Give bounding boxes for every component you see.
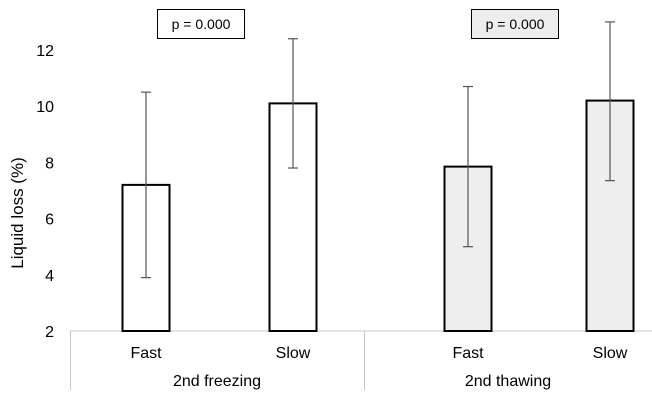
- p-value-label: p = 0.000: [486, 16, 545, 32]
- y-tick-label: 12: [36, 43, 54, 60]
- y-axis-title: Liquid loss (%): [8, 157, 27, 269]
- y-tick-label: 2: [45, 324, 54, 341]
- p-value-box: [157, 9, 245, 39]
- y-tick-label: 6: [45, 212, 54, 229]
- y-tick-label: 8: [45, 155, 54, 172]
- p-value-box: [471, 9, 559, 39]
- category-label: Slow: [276, 345, 311, 362]
- category-label: Fast: [452, 345, 484, 362]
- y-tick-label: 4: [45, 268, 54, 285]
- group-label: 2nd freezing: [173, 373, 261, 390]
- bar-layer: [121, 21, 635, 332]
- y-tick-label: 10: [36, 99, 54, 116]
- category-label: Fast: [130, 345, 162, 362]
- p-value-label: p = 0.000: [172, 16, 231, 32]
- label-layer: 2 4 6 8 10 12 p = 0.000 2nd freezing Fast Slow p =…: [36, 9, 628, 390]
- group-label: 2nd thawing: [465, 373, 551, 390]
- category-label: Slow: [593, 345, 628, 362]
